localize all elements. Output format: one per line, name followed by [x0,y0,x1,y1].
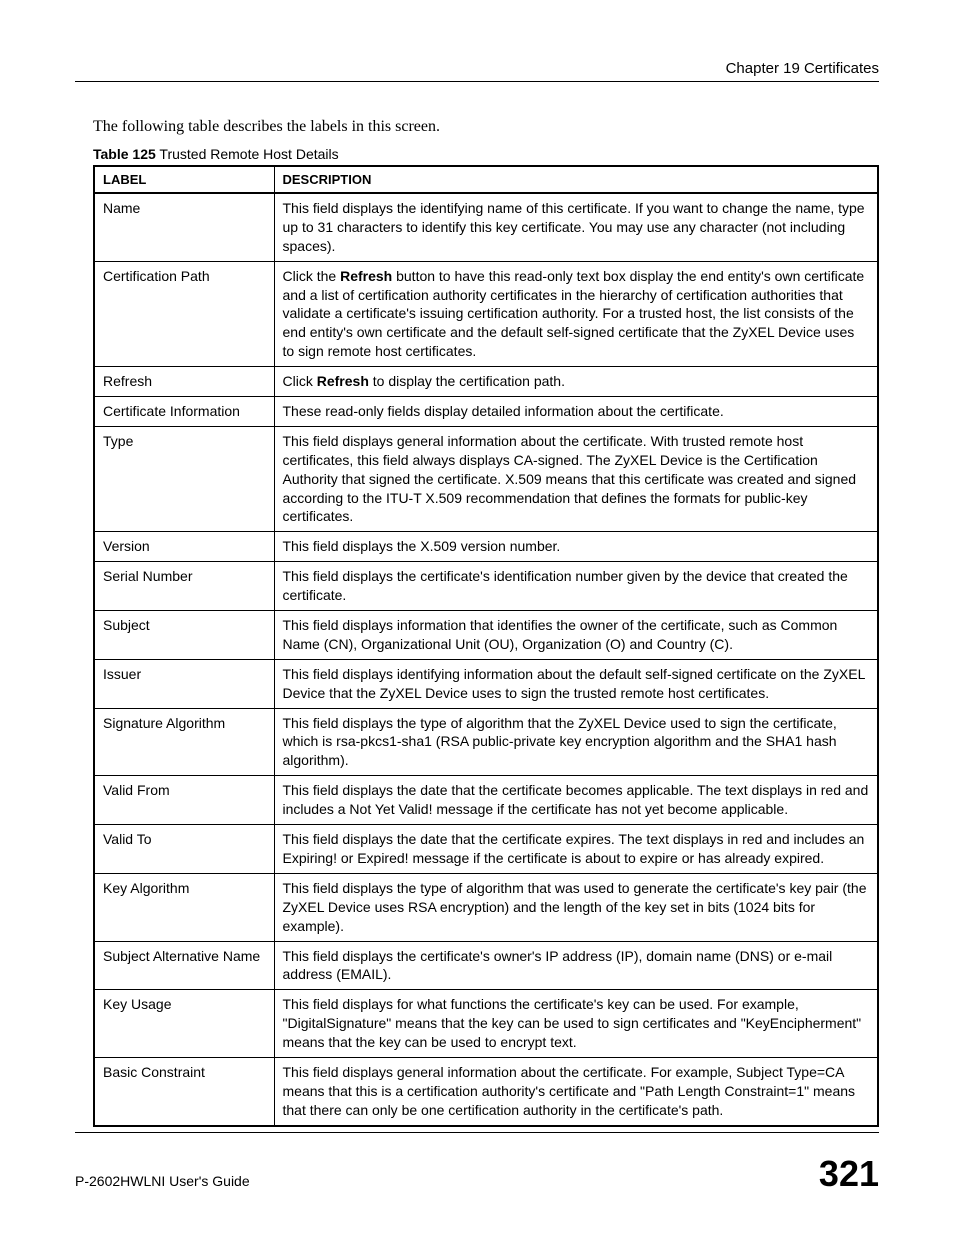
table-row: Serial NumberThis field displays the cer… [94,562,878,611]
table-row: IssuerThis field displays identifying in… [94,659,878,708]
table-row: Certification PathClick the Refresh butt… [94,261,878,366]
table-cell-label: Certification Path [94,261,274,366]
table-cell-label: Key Usage [94,990,274,1058]
column-header-description: DESCRIPTION [274,166,878,193]
table-row: Valid ToThis field displays the date tha… [94,825,878,874]
table-cell-description: This field displays the certificate's ow… [274,941,878,990]
table-cell-description: Click Refresh to display the certificati… [274,367,878,397]
table-cell-description: This field displays the identifying name… [274,193,878,261]
table-cell-description: This field displays general information … [274,1057,878,1125]
table-cell-description: This field displays the type of algorith… [274,708,878,776]
table-row: Valid FromThis field displays the date t… [94,776,878,825]
table-cell-label: Version [94,532,274,562]
table-row: Signature AlgorithmThis field displays t… [94,708,878,776]
table-cell-label: Type [94,426,274,531]
footer-guide-name: P-2602HWLNI User's Guide [75,1173,250,1195]
table-row: Certificate InformationThese read-only f… [94,397,878,427]
table-cell-label: Key Algorithm [94,873,274,941]
table-cell-description: This field displays the certificate's id… [274,562,878,611]
table-cell-label: Subject Alternative Name [94,941,274,990]
table-cell-description: This field displays identifying informat… [274,659,878,708]
table-cell-description: This field displays information that ide… [274,611,878,660]
table-row: VersionThis field displays the X.509 ver… [94,532,878,562]
table-cell-label: Name [94,193,274,261]
table-cell-label: Issuer [94,659,274,708]
table-header-row: LABEL DESCRIPTION [94,166,878,193]
table-cell-label: Serial Number [94,562,274,611]
header-rule [75,81,879,82]
table-cell-label: Refresh [94,367,274,397]
footer-page-number: 321 [819,1153,879,1195]
table-row: Basic ConstraintThis field displays gene… [94,1057,878,1125]
table-caption-title: Trusted Remote Host Details [156,146,339,162]
table-row: SubjectThis field displays information t… [94,611,878,660]
table-row: RefreshClick Refresh to display the cert… [94,367,878,397]
table-cell-label: Basic Constraint [94,1057,274,1125]
table-cell-description: This field displays the date that the ce… [274,776,878,825]
table-cell-label: Signature Algorithm [94,708,274,776]
table-row: Subject Alternative NameThis field displ… [94,941,878,990]
table-cell-description: This field displays the X.509 version nu… [274,532,878,562]
table-cell-description: This field displays the date that the ce… [274,825,878,874]
table-row: TypeThis field displays general informat… [94,426,878,531]
table-cell-description: Click the Refresh button to have this re… [274,261,878,366]
table-row: Key UsageThis field displays for what fu… [94,990,878,1058]
table-cell-label: Certificate Information [94,397,274,427]
table-cell-description: These read-only fields display detailed … [274,397,878,427]
table-caption-number: Table 125 [93,146,156,162]
table-cell-description: This field displays for what functions t… [274,990,878,1058]
details-table: LABEL DESCRIPTION NameThis field display… [93,165,879,1127]
table-cell-label: Valid To [94,825,274,874]
table-cell-description: This field displays general information … [274,426,878,531]
table-cell-label: Valid From [94,776,274,825]
column-header-label: LABEL [94,166,274,193]
table-row: NameThis field displays the identifying … [94,193,878,261]
table-cell-label: Subject [94,611,274,660]
page-footer: P-2602HWLNI User's Guide 321 [75,1132,879,1195]
table-cell-description: This field displays the type of algorith… [274,873,878,941]
table-caption: Table 125 Trusted Remote Host Details [93,146,879,162]
intro-text: The following table describes the labels… [93,118,879,136]
chapter-title: Chapter 19 Certificates [75,60,879,77]
table-row: Key AlgorithmThis field displays the typ… [94,873,878,941]
